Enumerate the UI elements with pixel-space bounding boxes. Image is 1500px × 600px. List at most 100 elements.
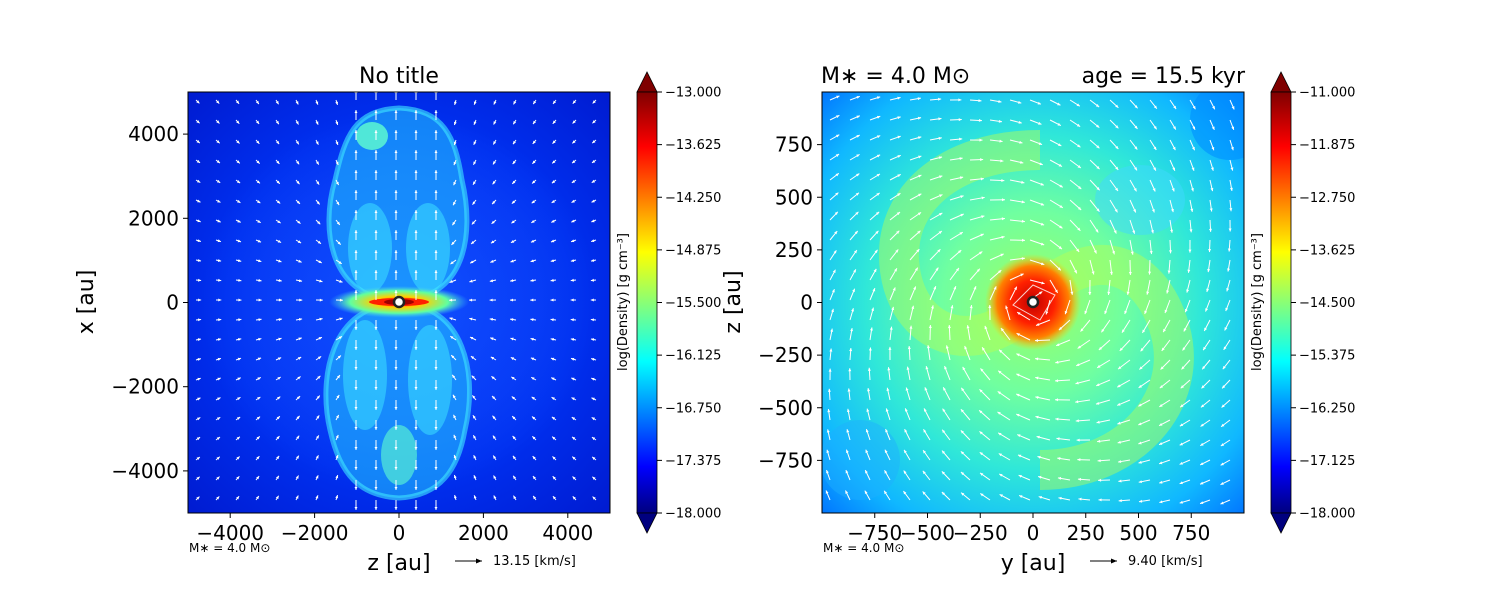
velocity-arrow-head <box>453 414 457 419</box>
velocity-arrow-head <box>510 318 514 322</box>
velocity-arrow-head <box>1150 230 1154 234</box>
velocity-arrow-head <box>453 475 457 479</box>
left-colorbar-extend-bottom <box>636 512 658 534</box>
velocity-arrow-head <box>531 377 535 381</box>
x-tick-label: −250 <box>953 521 1008 545</box>
velocity-arrow-head <box>469 298 473 302</box>
velocity-arrow-head <box>1057 122 1061 126</box>
velocity-arrow-head <box>394 427 398 430</box>
velocity-arrow-head <box>937 249 941 253</box>
left-footer-mass: M∗ = 4.0 M⊙ <box>189 541 270 555</box>
velocity-arrow-head <box>1186 289 1190 293</box>
y-tick-label: 4000 <box>128 122 179 146</box>
x-tick-label: −4000 <box>196 521 264 545</box>
velocity-arrow-head <box>414 230 418 233</box>
velocity-arrow-head <box>335 181 339 186</box>
velocity-arrow-head <box>492 415 496 419</box>
velocity-arrow-head <box>904 449 907 454</box>
velocity-arrow-head <box>318 260 322 263</box>
velocity-arrow-head <box>831 289 835 293</box>
velocity-arrow-head <box>394 387 398 390</box>
velocity-arrow-head <box>1077 477 1082 481</box>
velocity-arrow-head <box>550 298 554 302</box>
velocity-arrow-head <box>513 120 517 125</box>
y-tick-label: −4000 <box>111 459 179 483</box>
velocity-arrow-head <box>1070 291 1074 295</box>
velocity-arrow-head <box>831 308 834 313</box>
velocity-arrow-head <box>490 337 494 341</box>
velocity-arrow-head <box>955 267 959 272</box>
velocity-arrow-head <box>492 435 496 439</box>
velocity-arrow-head <box>434 467 438 470</box>
velocity-arrow-head <box>512 180 516 184</box>
velocity-arrow-head <box>236 436 240 440</box>
velocity-arrow-head <box>917 97 921 101</box>
velocity-arrow-head <box>197 397 201 401</box>
velocity-arrow-head <box>1056 437 1060 441</box>
velocity-arrow-head <box>846 408 850 413</box>
velocity-arrow-head <box>950 305 954 309</box>
velocity-arrow-head <box>884 470 888 474</box>
velocity-arrow-head <box>923 450 927 454</box>
velocity-arrow-head <box>277 396 281 400</box>
velocity-arrow-head <box>1058 496 1062 500</box>
velocity-arrow-head <box>490 259 494 263</box>
velocity-arrow-head <box>1187 269 1191 273</box>
velocity-arrow-head <box>1200 423 1204 427</box>
velocity-arrow-head <box>1078 185 1082 190</box>
velocity-arrow-head <box>1168 250 1172 254</box>
velocity-arrow-head <box>1095 401 1100 405</box>
velocity-arrow-head <box>933 286 937 290</box>
velocity-arrow-head <box>592 456 596 460</box>
velocity-arrow-head <box>531 416 536 420</box>
colorbar-tick-label: −14.500 <box>1299 296 1355 311</box>
velocity-arrow-head <box>1202 366 1206 370</box>
velocity-arrow-head <box>196 456 200 460</box>
velocity-arrow-head <box>1112 251 1115 255</box>
right-xlabel: y [au] <box>1001 551 1066 576</box>
velocity-arrow-head <box>922 470 926 475</box>
velocity-arrow-head <box>998 270 1002 274</box>
velocity-arrow-head <box>897 174 901 178</box>
left-velocity-arrows <box>195 92 597 510</box>
velocity-arrow-head <box>218 298 222 302</box>
velocity-arrow-head <box>941 491 946 496</box>
velocity-arrow-head <box>1159 403 1163 407</box>
velocity-arrow-head <box>335 121 339 125</box>
y-tick-label: −2000 <box>111 375 179 399</box>
velocity-arrow-head <box>917 230 921 234</box>
velocity-arrow-head <box>336 221 340 225</box>
velocity-arrow-head <box>1077 458 1081 462</box>
velocity-arrow-head <box>354 327 358 330</box>
velocity-arrow-head <box>591 239 595 243</box>
velocity-arrow-head <box>1104 310 1108 315</box>
velocity-arrow-head <box>1058 246 1062 250</box>
velocity-arrow-head <box>1159 461 1163 465</box>
velocity-arrow-head <box>876 135 881 139</box>
velocity-arrow-head <box>276 140 280 145</box>
velocity-arrow-head <box>856 115 860 119</box>
velocity-arrow-head <box>489 279 494 283</box>
velocity-arrow-head <box>953 286 957 290</box>
velocity-arrow-head <box>886 387 890 392</box>
velocity-arrow-head <box>1211 126 1215 130</box>
velocity-arrow-head <box>354 347 358 350</box>
velocity-arrow-head <box>571 357 575 361</box>
right-panel: M∗ = 4.0 M⊙ age = 15.5 kyr −750−500−250 0… <box>721 64 1355 576</box>
velocity-arrow-head <box>469 279 473 283</box>
velocity-arrow-head <box>374 270 378 273</box>
velocity-arrow-head <box>434 170 438 173</box>
velocity-arrow-head <box>532 140 536 144</box>
velocity-arrow-head <box>1192 105 1196 110</box>
velocity-arrow-head <box>414 290 418 293</box>
velocity-arrow-head <box>1077 345 1081 349</box>
velocity-arrow-head <box>572 140 576 144</box>
velocity-arrow-head <box>980 177 984 181</box>
velocity-arrow-head <box>903 491 907 495</box>
left-xlabel: z [au] <box>367 551 430 576</box>
velocity-arrow-head <box>492 181 496 185</box>
velocity-arrow-head <box>552 496 556 500</box>
right-sink-marker <box>1026 295 1040 309</box>
velocity-arrow-head <box>374 210 378 213</box>
y-tick-label: 750 <box>775 133 813 157</box>
